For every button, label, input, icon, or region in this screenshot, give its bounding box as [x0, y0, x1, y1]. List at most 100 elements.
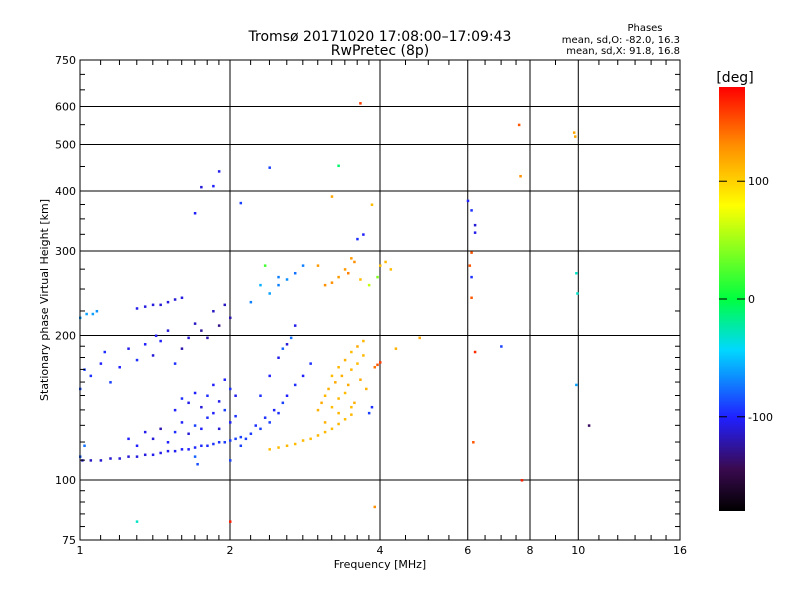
- data-point: [330, 281, 334, 284]
- data-point: [193, 212, 197, 215]
- data-point: [103, 350, 107, 354]
- data-point: [343, 358, 347, 362]
- y-tick-label: 75: [62, 534, 76, 547]
- grid-lines: [80, 60, 680, 540]
- data-point: [229, 387, 232, 391]
- data-point: [118, 457, 121, 460]
- data-point: [365, 387, 368, 391]
- y-tick-label: 600: [55, 101, 76, 114]
- data-point: [109, 381, 112, 384]
- data-point: [95, 309, 99, 313]
- data-point: [359, 278, 362, 281]
- data-point: [217, 400, 221, 403]
- colorbar-tick-label: 0: [748, 293, 755, 306]
- chart-title-line1: Tromsø 20171020 17:08:00–17:09:43: [248, 29, 512, 45]
- data-point: [127, 455, 130, 458]
- data-point: [470, 251, 473, 254]
- data-point: [151, 354, 155, 357]
- data-point: [343, 268, 347, 271]
- y-axis-label: Stationary phase Virtual Height [km]: [38, 199, 51, 401]
- data-point: [293, 324, 297, 327]
- data-point: [200, 405, 203, 409]
- colorbar: [deg] 100 0 -100: [716, 70, 773, 511]
- data-point: [289, 336, 293, 340]
- data-point: [337, 275, 340, 279]
- data-point: [193, 391, 197, 395]
- data-point: [587, 424, 591, 427]
- data-point: [259, 427, 262, 431]
- data-point: [89, 459, 93, 462]
- data-point: [173, 449, 177, 453]
- x-tick-label: 8: [527, 544, 534, 557]
- data-point: [343, 418, 347, 421]
- data-point: [223, 378, 227, 381]
- data-point: [330, 195, 334, 198]
- data-point: [301, 264, 305, 267]
- data-point: [320, 401, 323, 405]
- data-point: [473, 350, 477, 354]
- data-point: [223, 408, 227, 412]
- x-tick-label: 2: [227, 544, 234, 557]
- data-point: [200, 329, 203, 332]
- data-point: [206, 394, 209, 398]
- x-tick-label: 1: [77, 544, 84, 557]
- data-point: [187, 401, 190, 405]
- data-point: [259, 394, 262, 398]
- data-point: [239, 444, 243, 448]
- data-point: [223, 441, 227, 444]
- data-point: [340, 374, 344, 378]
- data-point: [285, 343, 289, 346]
- data-point: [473, 231, 477, 234]
- data-point: [330, 405, 334, 409]
- data-point: [151, 453, 155, 457]
- data-point: [268, 421, 271, 424]
- data-point: [135, 444, 139, 448]
- y-tick-label: 100: [55, 474, 76, 487]
- data-point: [254, 424, 257, 427]
- y-axis-ticks: 75 100 200 300 400 500 600 750: [55, 54, 680, 547]
- data-point: [268, 292, 271, 295]
- data-point: [200, 427, 203, 431]
- colorbar-ticks: 100 0 -100: [719, 175, 773, 424]
- data-point: [373, 505, 377, 509]
- data-point: [268, 166, 271, 169]
- colorbar-tick-label: 100: [748, 175, 769, 188]
- data-point: [285, 444, 289, 448]
- data-point: [472, 441, 475, 444]
- data-point: [166, 449, 170, 453]
- data-point: [517, 123, 521, 127]
- data-point: [519, 174, 522, 178]
- data-point: [143, 453, 147, 457]
- data-point: [187, 336, 190, 340]
- data-point: [234, 414, 237, 418]
- data-point: [353, 260, 356, 264]
- data-point: [83, 444, 86, 448]
- data-point: [193, 446, 197, 449]
- data-point: [234, 437, 237, 441]
- data-point: [127, 437, 130, 441]
- data-point: [229, 439, 232, 442]
- data-point: [359, 378, 362, 381]
- y-tick-label: 200: [55, 330, 76, 343]
- data-point: [229, 316, 232, 320]
- data-point: [239, 435, 243, 439]
- data-point: [193, 455, 197, 458]
- data-point: [572, 131, 576, 134]
- data-point: [470, 209, 473, 212]
- data-point: [272, 408, 276, 412]
- data-point: [135, 455, 139, 458]
- data-point: [470, 275, 473, 279]
- data-point: [234, 394, 237, 398]
- x-tick-label: 4: [377, 544, 384, 557]
- data-point: [180, 448, 184, 451]
- data-point: [159, 339, 162, 343]
- data-point: [173, 430, 177, 434]
- data-point: [200, 444, 203, 448]
- y-tick-label: 750: [55, 54, 76, 67]
- plot-frame: [79, 59, 681, 541]
- data-point: [285, 394, 289, 398]
- data-point: [575, 383, 578, 387]
- data-point: [143, 343, 147, 346]
- data-point: [229, 520, 232, 523]
